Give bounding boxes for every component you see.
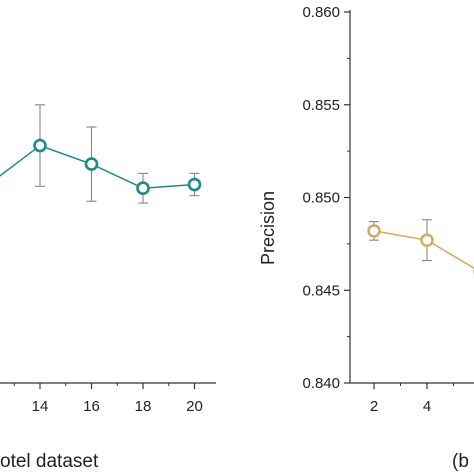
right-data-point <box>420 233 434 247</box>
right-x-axis-label: (b <box>452 451 469 472</box>
left-data-point <box>187 177 202 192</box>
left-x-tick-label: 18 <box>135 398 152 415</box>
right-y-tick-label: 0.860 <box>302 4 340 21</box>
left-data-point <box>136 181 150 196</box>
left-panel: 14 16 18 20 <box>0 104 216 415</box>
right-y-tick-label: 0.855 <box>302 97 340 114</box>
left-x-tick-label: 16 <box>83 398 100 415</box>
right-y-tick-label: 0.840 <box>302 375 340 392</box>
right-data-point <box>367 224 381 238</box>
right-y-tick-label: 0.850 <box>302 190 340 207</box>
left-data-point <box>84 157 99 171</box>
right-y-axis-label: Precision <box>258 191 278 265</box>
right-x-tick-label: 4 <box>423 398 431 415</box>
left-data-point <box>33 138 47 153</box>
left-x-tick-label: 20 <box>186 398 203 415</box>
right-y-tick-label: 0.845 <box>302 282 340 299</box>
right-x-tick-label: 2 <box>370 398 378 415</box>
left-x-axis-label: otel dataset <box>0 451 99 472</box>
left-x-tick-label: 14 <box>32 398 49 415</box>
